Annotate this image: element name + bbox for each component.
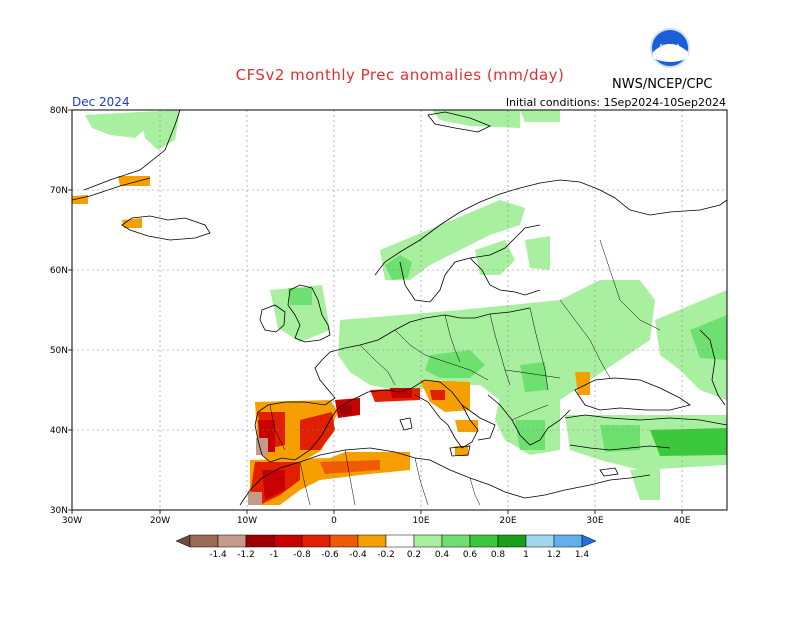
lat-label: 70N <box>50 186 68 196</box>
anomaly-region <box>690 315 727 360</box>
anomaly-region <box>320 460 380 474</box>
colorbar-label: 0.6 <box>463 550 478 560</box>
noaa-logo-icon: NOAA <box>650 28 690 68</box>
anomaly-region <box>122 218 142 228</box>
anomaly-region <box>520 362 548 392</box>
colorbar-swatch <box>413 534 443 548</box>
coastlines <box>72 110 727 506</box>
colorbar-label: 0.4 <box>435 550 450 560</box>
anomaly-region <box>300 412 335 450</box>
colorbar-label: -1 <box>270 550 279 560</box>
anomaly-region <box>650 428 727 456</box>
anomaly-region <box>390 388 412 398</box>
logo-text: NOAA <box>660 43 681 51</box>
colorbar-label: -0.4 <box>349 550 367 560</box>
initial-conditions: Initial conditions: 1Sep2024-10Sep2024 <box>505 96 726 109</box>
colorbar-label: 0.8 <box>491 550 506 560</box>
anomaly-region <box>248 492 262 505</box>
colorbar-swatch <box>329 534 359 548</box>
lon-labels: 30W 20W 10W 0 10E 20E 30E 40E <box>62 516 691 526</box>
anomaly-region <box>385 255 412 280</box>
agency-label: NWS/NCEP/CPC <box>612 77 713 92</box>
lat-label: 50N <box>50 346 68 356</box>
lat-label: 30N <box>50 506 68 516</box>
colorbar-swatch <box>497 534 527 548</box>
lon-label: 10E <box>412 516 429 526</box>
anomaly-region <box>655 290 727 400</box>
anomaly-region <box>340 405 352 415</box>
colorbar-swatch <box>553 534 583 548</box>
axis-ticks <box>68 109 683 514</box>
colorbar-swatch <box>301 534 331 548</box>
anomaly-region <box>85 112 150 138</box>
gridlines <box>72 110 727 510</box>
anomaly-region <box>270 285 330 342</box>
colorbar-swatch <box>441 534 471 548</box>
map-title: CFSv2 monthly Prec anomalies (mm/day) <box>235 66 565 84</box>
anomaly-region <box>118 176 150 186</box>
lon-label: 0 <box>331 516 337 526</box>
forecast-month: Dec 2024 <box>72 95 130 109</box>
colorbar-label: 1.2 <box>547 550 561 560</box>
anomaly-region <box>430 390 445 400</box>
colorbar-label: -0.2 <box>377 550 395 560</box>
anomaly-region <box>425 350 485 378</box>
colorbar-swatch <box>357 534 387 548</box>
lat-label: 60N <box>50 266 68 276</box>
country-borders <box>269 239 661 506</box>
anomaly-region <box>455 446 468 456</box>
colorbar-label: 1 <box>523 550 529 560</box>
colorbar-swatch <box>469 534 499 548</box>
lon-label: 10W <box>237 516 257 526</box>
lat-label: 80N <box>50 106 68 116</box>
anomaly-region <box>600 425 640 452</box>
colorbar-label: -1.2 <box>237 550 255 560</box>
lon-label: 40E <box>673 516 690 526</box>
lon-label: 30E <box>586 516 603 526</box>
colorbar-swatch <box>273 534 303 548</box>
anomaly-region <box>575 372 590 395</box>
colorbar-swatch <box>385 534 415 548</box>
colorbar-label: -0.6 <box>321 550 339 560</box>
lon-label: 20W <box>150 516 170 526</box>
colorbar-swatch <box>217 534 247 548</box>
colorbar <box>175 534 597 548</box>
colorbar-arrow-right <box>581 534 597 548</box>
anomaly-region <box>515 420 545 450</box>
lon-label: 30W <box>62 516 82 526</box>
anomaly-region <box>288 288 312 305</box>
colorbar-label: -0.8 <box>293 550 311 560</box>
colorbar-label: 0.2 <box>407 550 421 560</box>
anomaly-region <box>630 468 660 500</box>
colorbar-swatch <box>189 534 219 548</box>
lat-labels: 80N 70N 60N 50N 40N 30N <box>50 106 68 516</box>
colorbar-swatch <box>525 534 555 548</box>
anomaly-region <box>520 110 560 122</box>
lon-label: 20E <box>499 516 516 526</box>
anomaly-region <box>380 200 525 280</box>
colorbar-labels: -1.4 -1.2 -1 -0.8 -0.6 -0.4 -0.2 0.2 0.4 0.6 0.8 1 1… <box>209 550 589 560</box>
map-frame <box>71 109 728 511</box>
colorbar-swatch <box>245 534 275 548</box>
anomaly-region <box>525 236 550 270</box>
colorbar-arrow-left <box>175 534 191 548</box>
colorbar-label: -1.4 <box>209 550 227 560</box>
anomaly-region <box>262 470 285 500</box>
colorbar-label: 1.4 <box>575 550 590 560</box>
lat-label: 40N <box>50 426 68 436</box>
anomaly-region <box>475 240 515 275</box>
